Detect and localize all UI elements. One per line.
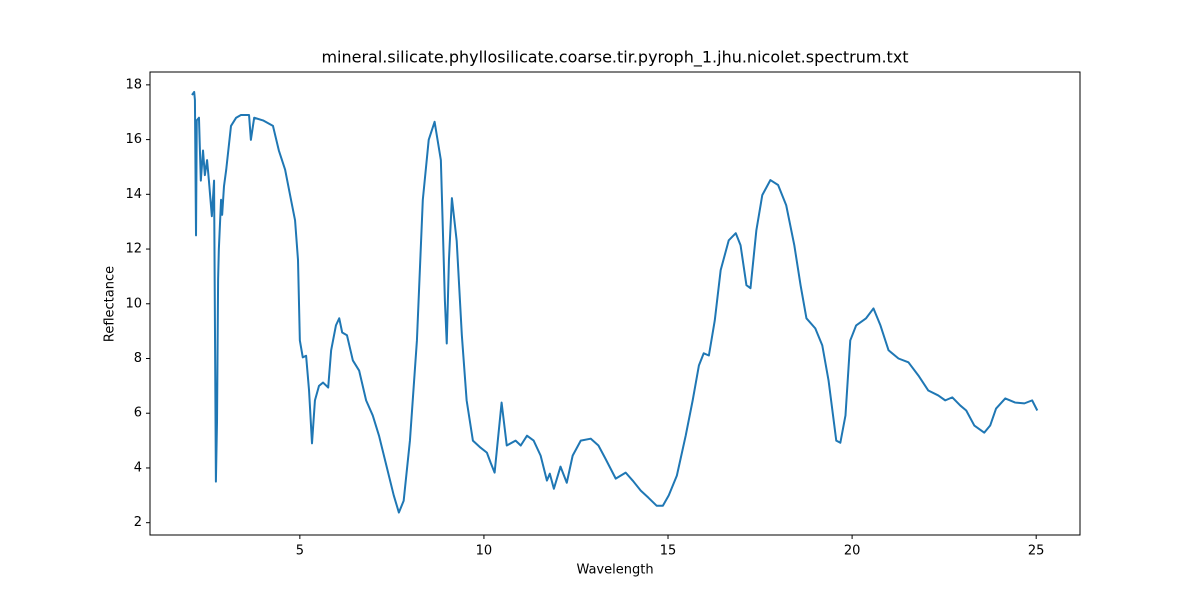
data-line [191, 90, 1039, 514]
x-axis-label: Wavelength [576, 563, 653, 578]
chart-title: mineral.silicate.phyllosilicate.coarse.t… [321, 48, 908, 68]
y-tick-label: 4 [134, 460, 142, 475]
plot-frame [149, 71, 1081, 536]
x-tick-label: 25 [1028, 544, 1045, 559]
x-tick-label: 15 [660, 544, 677, 559]
y-tick-label: 6 [134, 406, 142, 421]
y-tick-label: 10 [125, 296, 142, 311]
y-tick-label: 14 [125, 187, 142, 202]
y-tick-label: 8 [134, 351, 142, 366]
y-tick-label: 18 [125, 77, 142, 92]
y-tick-label: 2 [134, 515, 142, 530]
x-tick-label: 20 [844, 544, 861, 559]
x-tick-label: 5 [296, 544, 304, 559]
y-tick-label: 12 [125, 242, 142, 257]
y-axis-label: Reflectance [103, 266, 118, 342]
y-tick-label: 16 [125, 132, 142, 147]
x-tick-label: 10 [476, 544, 493, 559]
